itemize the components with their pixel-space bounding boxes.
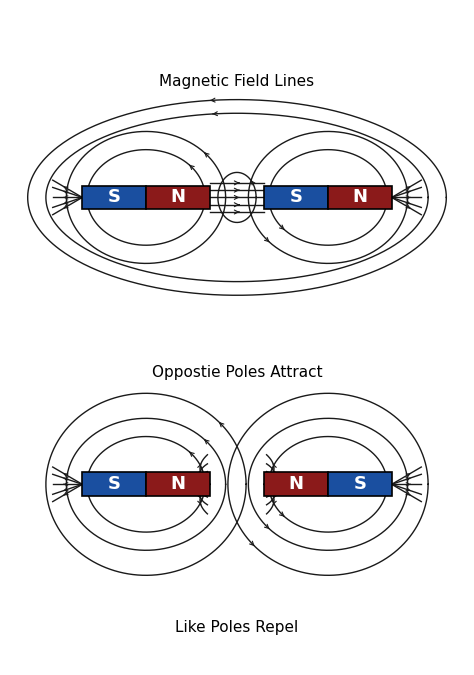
Bar xyxy=(328,472,392,496)
Text: N: N xyxy=(352,188,367,207)
Bar xyxy=(82,472,146,496)
Bar xyxy=(146,186,210,209)
Text: Oppostie Poles Attract: Oppostie Poles Attract xyxy=(152,364,322,379)
Text: N: N xyxy=(289,475,304,493)
Text: S: S xyxy=(353,475,366,493)
Text: Like Poles Repel: Like Poles Repel xyxy=(175,620,299,634)
Bar xyxy=(328,186,392,209)
Text: S: S xyxy=(108,475,121,493)
Text: N: N xyxy=(170,188,185,207)
Text: S: S xyxy=(290,188,303,207)
Text: Image ID: G156MK: Image ID: G156MK xyxy=(412,637,474,647)
Text: alamy: alamy xyxy=(28,640,98,659)
Text: www.alamy.com: www.alamy.com xyxy=(412,653,474,662)
Bar xyxy=(264,472,328,496)
Bar xyxy=(146,472,210,496)
Text: S: S xyxy=(108,188,121,207)
Text: N: N xyxy=(170,475,185,493)
Bar xyxy=(264,186,328,209)
Bar xyxy=(82,186,146,209)
Text: Magnetic Field Lines: Magnetic Field Lines xyxy=(159,74,315,88)
